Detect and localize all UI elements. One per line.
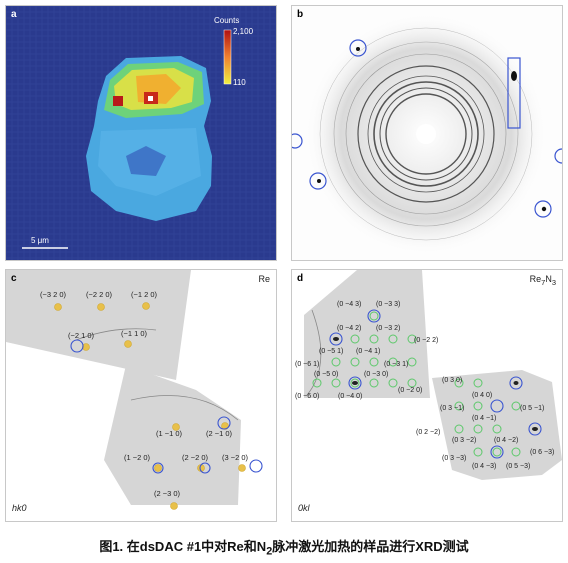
re-refl-1-m1-0: (1 −1 0) — [156, 429, 183, 438]
panel-label-d: d — [297, 273, 304, 284]
n-refl-0-4-m2: (0 4 −2) — [494, 437, 518, 444]
spot-circle-1 — [349, 39, 367, 57]
re-refl-2-m2-0: (2 −2 0) — [182, 453, 209, 462]
n-refl-0-4-m3: (0 4 −3) — [472, 463, 496, 470]
spot-circle-4 — [534, 200, 552, 218]
n-refl-0-m6-0: (0 −6 0) — [295, 393, 319, 400]
n-refl-0-5-m3: (0 5 −3) — [506, 463, 530, 470]
n-refl-0-m5-0: (0 −5 0) — [314, 371, 338, 378]
n-refl-0-m4-0: (0 −4 0) — [338, 393, 362, 400]
phase-sub-3: 3 — [551, 277, 556, 287]
spot-circle-5 — [554, 148, 562, 164]
plane-label-0kl: 0kl — [298, 503, 310, 513]
re-refl-2-m3-0: (2 −3 0) — [154, 489, 181, 498]
re-refl-m2-1-0: (−2 1 0) — [68, 331, 95, 340]
n-refl-0-m3-3: (0 −3 3) — [376, 301, 400, 308]
colorbar — [223, 29, 232, 85]
re-refl-m1-2-0: (−1 2 0) — [131, 290, 158, 299]
intensity-map-image — [6, 6, 276, 260]
re-refl-3-m2-0: (3 −2 0) — [222, 453, 249, 462]
colorbar-title: Counts — [214, 16, 240, 25]
spot-circle-3 — [292, 133, 303, 149]
n-refl-0-m4-1: (0 −4 1) — [356, 348, 380, 355]
re-refl-m2-2-0: (−2 2 0) — [86, 290, 113, 299]
colorbar-min-label: 110 — [233, 78, 246, 87]
phase-label-re: Re — [258, 274, 270, 284]
panel-d-re7n3-0kl-plane: (0 −4 3) (0 −3 3) (0 −4 2) (0 −3 2) (0 −… — [291, 269, 563, 522]
phase-n: N — [545, 274, 552, 284]
n-refl-0-4-0: (0 4 0) — [472, 392, 492, 399]
n-refl-0-3-m3: (0 3 −3) — [442, 455, 466, 462]
panel-b-diffraction-image: b — [291, 5, 563, 261]
re-refl-2-m1-0: (2 −1 0) — [206, 429, 233, 438]
spot-box — [507, 57, 521, 129]
n-refl-0-m4-2: (0 −4 2) — [337, 325, 361, 332]
colorbar-max-label: 2,100 — [233, 27, 254, 36]
n-refl-0-6-m3: (0 6 −3) — [530, 449, 554, 456]
n-refl-0-m4-3: (0 −4 3) — [337, 301, 361, 308]
caption-suffix: 脉冲激光加热的样品进行XRD测试 — [272, 539, 469, 554]
phase-label-re7n3: Re7N3 — [530, 274, 556, 287]
caption-prefix: 图1. 在dsDAC #1中对Re和N — [99, 539, 267, 554]
plane-label-hk0: hk0 — [12, 503, 27, 513]
panel-c-re-hk0-plane: (−3 2 0) (−2 2 0) (−1 2 0) (−2 1 0) (−1 … — [5, 269, 277, 522]
re-refl-1-m2-0: (1 −2 0) — [124, 453, 151, 462]
hotspot-left — [113, 96, 123, 106]
spot-circle-2 — [309, 172, 327, 190]
n-refl-0-4-m1: (0 4 −1) — [472, 415, 496, 422]
n-refl-0-m2-2: (0 −2 2) — [414, 337, 438, 344]
panel-label-a: a — [11, 9, 17, 20]
panel-a-intensity-map: a Counts 2,100 110 5 μm — [5, 5, 277, 261]
n-refl-0-3-0: (0 3 0) — [442, 377, 462, 384]
scalebar-label: 5 μm — [31, 236, 49, 245]
re7n3-0kl-reconstruction: (0 −4 3) (0 −3 3) (0 −4 2) (0 −3 2) (0 −… — [292, 270, 562, 521]
n-refl-0-m3-1: (0 −3 1) — [384, 361, 408, 368]
phase-re: Re — [529, 274, 542, 284]
n-refl-0-2-m2: (0 2 −2) — [416, 429, 440, 436]
panel-label-c: c — [11, 273, 17, 284]
re-refl-m1-1-0: (−1 1 0) — [121, 329, 148, 338]
diffraction-rings-image — [292, 6, 562, 260]
caption-subscript: 2 — [266, 545, 273, 558]
re-hk0-reconstruction: (−3 2 0) (−2 2 0) (−1 2 0) (−2 1 0) (−1 … — [6, 270, 276, 521]
n-refl-0-m6-1: (0 −6 1) — [295, 361, 319, 368]
phase-sub-7: 7 — [541, 277, 546, 287]
n-refl-0-5-m1: (0 5 −1) — [520, 405, 544, 412]
hotspot-marker — [148, 96, 153, 101]
n-refl-0-m5-1: (0 −5 1) — [319, 348, 343, 355]
n-refl-0-3-m2: (0 3 −2) — [452, 437, 476, 444]
re-refl-m3-2-0: (−3 2 0) — [40, 290, 67, 299]
n-refl-0-3-m1: (0 3 −1) — [440, 405, 464, 412]
figure-caption: 图1. 在dsDAC #1中对Re和N2脉冲激光加热的样品进行XRD测试 — [0, 536, 568, 558]
n-refl-0-m3-0: (0 −3 0) — [364, 371, 388, 378]
panel-label-b: b — [297, 9, 304, 20]
n-refl-0-m2-0: (0 −2 0) — [398, 387, 422, 394]
n-refl-0-m3-2: (0 −3 2) — [376, 325, 400, 332]
